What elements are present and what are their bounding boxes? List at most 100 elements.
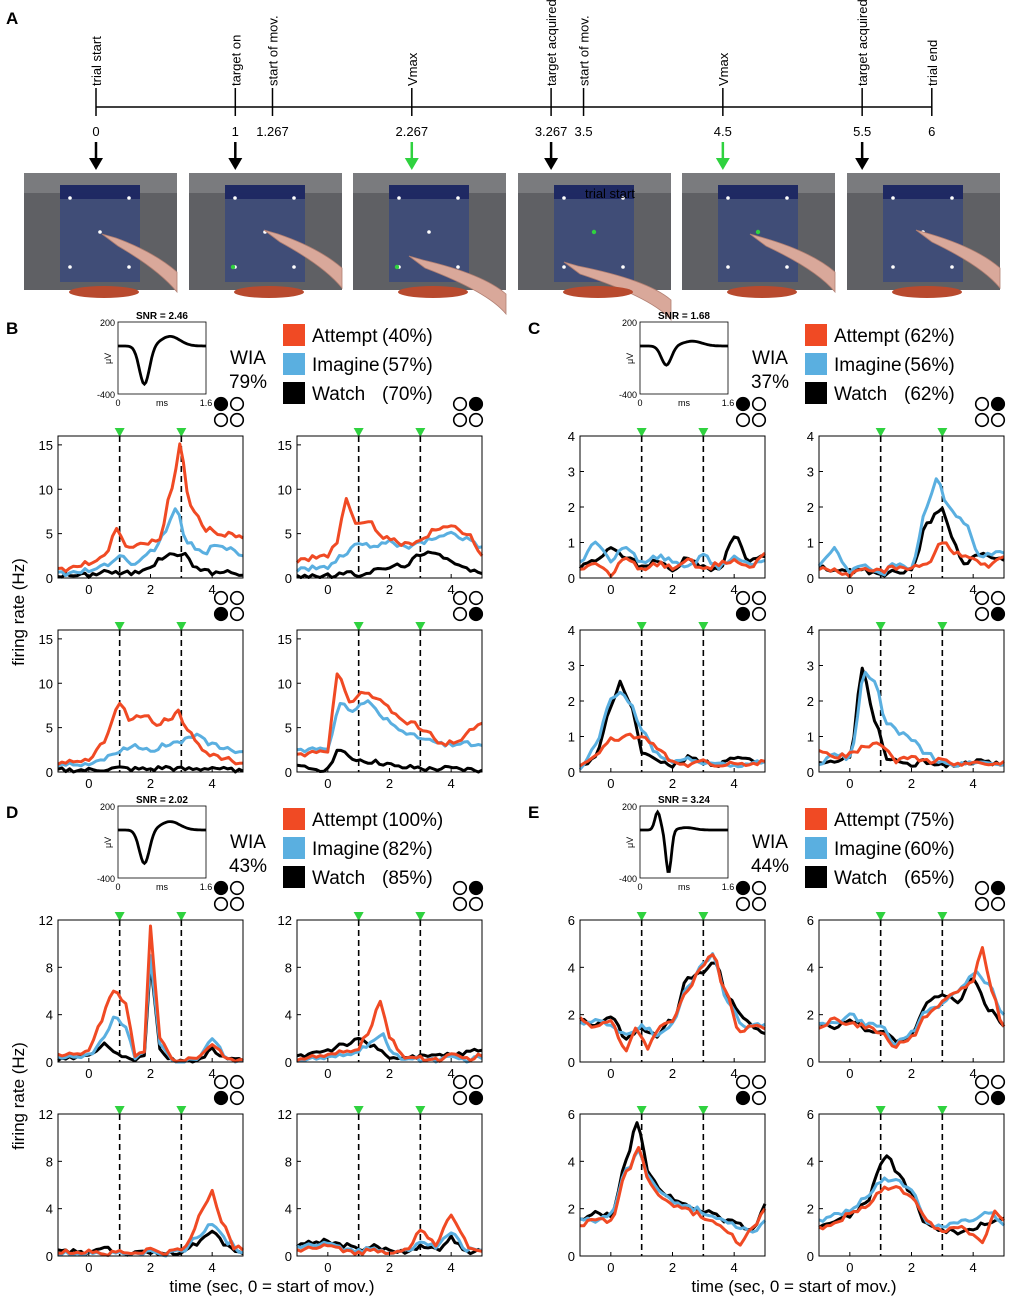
x-tick-label: 2 [386,1260,393,1275]
timeline-tick-label: 3.267 [535,124,568,139]
legend-percent-attempt: (40%) [382,326,433,347]
cue-target-dot [230,264,236,270]
y-tick-label: 5 [46,721,53,736]
waveform-y-tick: -400 [619,390,637,400]
legend-percent-attempt: (100%) [382,810,443,831]
y-tick-label: 8 [46,1154,53,1169]
legend-percent-watch: (85%) [382,868,433,889]
trace-attempt [818,741,1005,767]
task-frame-image [24,173,178,298]
target-empty-icon [974,1074,990,1090]
x-tick-label: 2 [669,1260,676,1275]
target-empty-icon [751,396,767,412]
x-tick-label: 2 [147,1066,154,1081]
y-tick-label: 4 [285,1202,292,1217]
timeline-event-label: trial start [89,36,104,86]
waveform-trace [640,339,728,367]
legend-percent-imagine: (57%) [382,355,433,376]
cue-marker-icon [636,622,647,631]
waveform-frame [639,805,729,879]
waveform-x-tick: 1.6 [200,398,213,408]
waveform-x-unit: ms [678,398,690,408]
target-dot [562,265,566,269]
legend-name-watch: Watch [834,384,887,405]
y-tick-label: 0 [568,765,575,780]
y-tick-label: 0 [568,1249,575,1264]
y-axis-label: firing rate (Hz) [9,1042,28,1150]
waveform-inset: SNR = 3.24 200 -400 μV 0 ms 1.6 [619,795,734,892]
cue-marker-icon [636,428,647,437]
waveform-x-tick: 1.6 [200,882,213,892]
target-empty-icon [452,590,468,606]
waveform-x-tick: 0 [637,398,642,408]
target-dot [127,265,131,269]
waveform-frame [117,321,207,395]
waveform-inset: SNR = 1.68 200 -400 μV 0 ms 1.6 [619,311,734,408]
x-tick-label: 0 [607,776,614,791]
timeline-tick-label: 1 [232,124,239,139]
trace-attempt [57,924,244,1063]
subplot: 0 2 4 0 1 2 3 4 [568,590,767,791]
legend-name-imagine: Imagine [834,355,902,376]
cue-marker-icon [353,622,364,631]
waveform-inset: SNR = 2.02 200 -400 μV 0 ms 1.6 [97,795,212,892]
subplot: 0 2 4 0 2 4 6 [568,880,767,1081]
y-tick-label: 4 [807,960,814,975]
y-tick-label: 1 [807,730,814,745]
trace-watch [579,679,766,769]
legend-swatch-imagine [805,353,827,375]
y-tick-label: 0 [46,1249,53,1264]
arm-icon [563,261,672,322]
waveform-y-tick: 200 [100,318,115,328]
target-empty-icon [452,880,468,896]
target-empty-icon [468,412,484,428]
panel-label-A: A [6,9,18,28]
cue-marker-icon [353,912,364,921]
target-dot [127,196,131,200]
y-tick-label: 4 [568,429,575,444]
avatar-shoulder [398,286,468,298]
target-dot [891,265,895,269]
target-empty-icon [229,896,245,912]
target-empty-icon [974,896,990,912]
legend-name-watch: Watch [312,868,365,889]
x-tick-label: 0 [846,776,853,791]
legend-name-watch: Watch [312,384,365,405]
subplot-axes [579,629,766,773]
trace-watch [578,535,766,573]
target-empty-icon [751,412,767,428]
target-empty-icon [735,896,751,912]
panel-label-B: B [6,319,18,338]
legend-percent-imagine: (82%) [382,839,433,860]
y-tick-label: 6 [807,1107,814,1122]
x-tick-label: 2 [386,1066,393,1081]
x-tick-label: 2 [669,582,676,597]
x-tick-label: 0 [85,776,92,791]
y-tick-label: 0 [285,1055,292,1070]
cue-marker-icon [114,622,125,631]
x-tick-label: 0 [85,1260,92,1275]
subplot: 0 2 4 0 4 8 12 [278,1074,484,1275]
y-tick-label: 2 [568,1008,575,1023]
waveform-x-unit: ms [156,882,168,892]
trace-attempt [578,953,766,1053]
task-frame-image [189,173,343,298]
subplot-axes [818,1113,1005,1257]
legend-name-attempt: Attempt [312,326,378,347]
waveform-trace [118,334,206,387]
x-tick-label: 2 [908,582,915,597]
x-tick-label: 4 [209,1260,216,1275]
y-tick-label: 0 [46,1055,53,1070]
x-tick-label: 4 [731,582,738,597]
trace-imagine [818,1176,1006,1229]
y-tick-label: 2 [568,694,575,709]
trace-attempt [579,732,766,768]
snr-label: SNR = 2.02 [136,795,188,806]
subplot: 0 2 4 0 5 10 15 [278,590,484,791]
black-arrow-head-icon [855,158,870,170]
legend-name-attempt: Attempt [834,810,900,831]
timeline-event-label: trial end [925,40,940,86]
target-empty-icon [468,590,484,606]
y-tick-label: 1 [568,730,575,745]
